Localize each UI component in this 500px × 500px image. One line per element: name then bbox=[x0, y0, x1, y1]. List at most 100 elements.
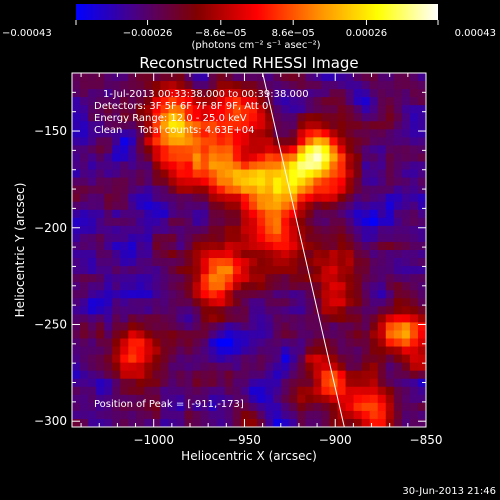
heatmap-cell bbox=[152, 105, 162, 114]
heatmap-cell bbox=[96, 370, 105, 380]
heatmap-cell bbox=[160, 250, 170, 259]
heatmap-cell bbox=[281, 89, 290, 98]
heatmap-cell bbox=[393, 394, 403, 404]
heatmap-cell bbox=[329, 121, 339, 130]
heatmap-cell bbox=[160, 241, 170, 251]
heatmap-cell bbox=[361, 217, 371, 227]
heatmap-cell bbox=[168, 370, 178, 380]
heatmap-cell bbox=[321, 185, 331, 195]
colorbar-tick-label: −0.00026 bbox=[123, 28, 173, 39]
heatmap-cell bbox=[216, 113, 226, 122]
heatmap-cell bbox=[176, 266, 186, 275]
heatmap-cell bbox=[369, 362, 379, 372]
heatmap-cell bbox=[273, 193, 282, 203]
heatmap-cell bbox=[232, 330, 242, 340]
heatmap-cell bbox=[112, 330, 121, 340]
heatmap-cell bbox=[249, 402, 258, 412]
heatmap-cell bbox=[377, 338, 387, 348]
heatmap-cell bbox=[297, 306, 306, 315]
heatmap-cell bbox=[128, 81, 137, 90]
heatmap-cell bbox=[96, 346, 105, 356]
heatmap-cell bbox=[385, 402, 395, 412]
heatmap-cell bbox=[393, 137, 403, 147]
heatmap-cell bbox=[144, 225, 154, 235]
heatmap-cell bbox=[208, 378, 218, 388]
heatmap-cell bbox=[305, 394, 314, 404]
heatmap-cell bbox=[249, 217, 258, 227]
heatmap-cell bbox=[297, 97, 306, 106]
heatmap-cell bbox=[393, 81, 403, 90]
heatmap-cell bbox=[273, 113, 282, 122]
heatmap-cell bbox=[329, 185, 339, 195]
heatmap-cell bbox=[224, 89, 234, 98]
heatmap-cell bbox=[289, 161, 298, 171]
heatmap-cell bbox=[120, 217, 129, 227]
heatmap-cell bbox=[305, 346, 314, 356]
heatmap-cell bbox=[305, 97, 314, 106]
heatmap-cell bbox=[273, 121, 282, 130]
heatmap-cell bbox=[120, 266, 129, 275]
heatmap-cell bbox=[144, 282, 154, 291]
heatmap-cell bbox=[337, 209, 347, 219]
heatmap-cell bbox=[409, 241, 419, 251]
heatmap-cell bbox=[184, 258, 194, 267]
heatmap-cell bbox=[224, 209, 234, 219]
heatmap-cell bbox=[273, 209, 282, 219]
heatmap-cell bbox=[80, 258, 89, 267]
heatmap-cell bbox=[104, 266, 113, 275]
heatmap-cell bbox=[345, 73, 355, 82]
heatmap-cell bbox=[176, 121, 186, 130]
heatmap-cell bbox=[88, 233, 97, 243]
heatmap-cell bbox=[112, 81, 121, 90]
heatmap-cell bbox=[361, 378, 371, 388]
heatmap-cell bbox=[120, 97, 129, 106]
heatmap-cell bbox=[168, 201, 178, 211]
heatmap-cell bbox=[337, 258, 347, 267]
heatmap-cell bbox=[240, 153, 250, 163]
heatmap-cell bbox=[329, 282, 339, 291]
heatmap-cell bbox=[409, 402, 419, 412]
heatmap-cell bbox=[249, 209, 258, 219]
heatmap-cell bbox=[289, 362, 298, 372]
heatmap-cell bbox=[289, 346, 298, 356]
heatmap-cell bbox=[192, 362, 202, 372]
heatmap-cell bbox=[401, 378, 411, 388]
heatmap-cell bbox=[281, 129, 290, 138]
heatmap-cell bbox=[80, 274, 89, 283]
heatmap-cell bbox=[80, 145, 89, 155]
heatmap-cell bbox=[80, 346, 89, 356]
heatmap-cell bbox=[216, 250, 226, 259]
heatmap-cell bbox=[361, 362, 371, 372]
heatmap-cell bbox=[329, 250, 339, 259]
heatmap-cell bbox=[88, 217, 97, 227]
heatmap-cell bbox=[249, 266, 258, 275]
heatmap-cell bbox=[377, 225, 387, 235]
heatmap-cell bbox=[224, 185, 234, 195]
heatmap-cell bbox=[104, 145, 113, 155]
heatmap-cell bbox=[88, 362, 97, 372]
heatmap-cell bbox=[409, 193, 419, 203]
heatmap-cell bbox=[240, 290, 250, 299]
heatmap-cell bbox=[184, 410, 194, 420]
heatmap-cell bbox=[353, 410, 363, 420]
y-tick-label: −250 bbox=[34, 317, 67, 331]
heatmap-cell bbox=[353, 145, 363, 155]
heatmap-cell bbox=[401, 274, 411, 283]
heatmap-cell bbox=[417, 338, 426, 348]
heatmap-cell bbox=[329, 137, 339, 147]
heatmap-cell bbox=[417, 346, 426, 356]
heatmap-cell bbox=[409, 322, 419, 332]
heatmap-cell bbox=[96, 410, 105, 420]
heatmap-cell bbox=[297, 298, 306, 307]
heatmap-cell bbox=[184, 330, 194, 340]
heatmap-cell bbox=[152, 274, 162, 283]
heatmap-cell bbox=[200, 241, 210, 251]
heatmap-cell bbox=[216, 81, 226, 90]
heatmap-cell bbox=[96, 258, 105, 267]
heatmap-cell bbox=[176, 346, 186, 356]
heatmap-cell bbox=[393, 354, 403, 364]
heatmap-cell bbox=[385, 225, 395, 235]
heatmap-cell bbox=[224, 354, 234, 364]
heatmap-cell bbox=[313, 402, 323, 412]
heatmap-cell bbox=[128, 113, 137, 122]
